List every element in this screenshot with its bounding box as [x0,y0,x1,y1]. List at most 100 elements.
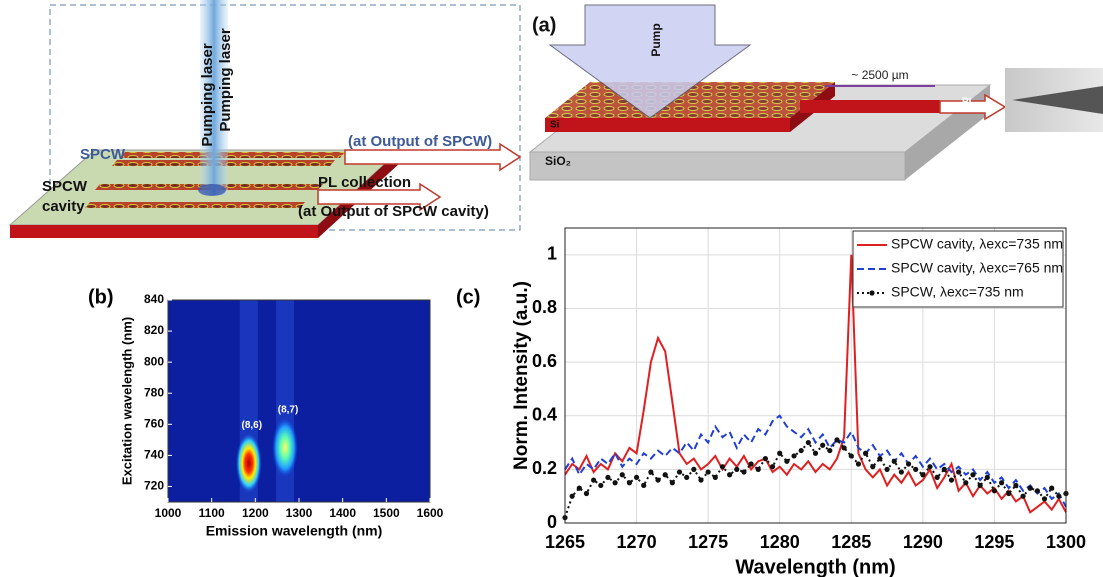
x-tick-label: 1000 [155,506,182,520]
point [755,466,761,472]
plot-frame [564,227,1067,524]
point [1013,482,1019,489]
point [870,464,876,470]
waveguide [800,100,940,113]
x-axis-label: Emission wavelength (nm) [206,523,383,539]
point [820,442,826,448]
label: (at Output of SPCW) [348,133,492,150]
point [812,450,819,456]
y-tick-label: 820 [144,323,164,337]
point [591,477,597,483]
point [784,458,790,464]
x-tick-label: 1275 [688,532,728,552]
schematic-left: Pumping laser Pumping laser SPCW (at Out… [8,0,522,238]
point [1027,485,1033,491]
schematic-a: (a) Pump ~ 2500 µm Si PL SiO₂ [528,4,1103,181]
point [777,450,783,456]
series-line [564,414,1067,508]
point [855,461,862,467]
point [970,472,976,478]
y-tick-label: 840 [144,292,164,306]
point [598,482,604,489]
point [734,466,740,472]
point [669,480,675,486]
point [863,450,869,456]
label: SPCW [42,178,88,195]
point [719,464,726,470]
arrow [317,182,442,212]
point [834,437,840,443]
label: SPCW [80,146,126,163]
point [991,488,998,494]
y-axis-label: Norm. Intensity (a.u.) [511,281,532,470]
point [934,474,940,481]
pump-arrow [548,4,752,119]
label: (at Output of SPCW cavity) [298,203,489,220]
waveguide-row [120,152,345,158]
point [612,480,618,486]
point [576,485,582,491]
x-tick-label: 1500 [373,506,400,520]
point [948,477,955,483]
slab-front [10,225,318,238]
x-axis-label: Wavelength (nm) [735,556,895,577]
arrow [344,142,522,172]
peak-label: (8,7) [278,404,299,415]
fiber-tip [1012,86,1103,114]
point [676,469,683,475]
point [655,477,661,483]
point [741,469,747,475]
legend-label: SPCW, λexc=735 nm [891,284,1024,300]
point [984,474,990,481]
point [913,466,919,472]
label: PL collection [318,174,411,191]
x-tick-label: 1285 [831,532,871,552]
point [1006,490,1012,497]
point [848,453,854,459]
point [898,469,904,475]
point [798,447,804,454]
x-tick-label: 1270 [617,532,657,552]
point [927,464,933,470]
legend-marker [869,290,875,296]
x-tick-label: 1300 [1046,532,1086,552]
point [891,458,897,464]
point [619,472,625,478]
x-tick-label: 1265 [545,532,585,552]
legend-label: SPCW cavity, λexc=765 nm [891,260,1063,276]
panel-label: (c) [456,286,480,308]
legend-box [852,230,1064,308]
panel-label: (a) [532,14,556,36]
point [705,469,711,475]
y-tick-label: 1 [547,244,557,264]
point [827,447,833,454]
legend-label: SPCW cavity, λexc=735 nm [891,236,1063,252]
point [583,490,590,497]
point [1034,488,1040,494]
label: PL [962,97,975,108]
point [841,445,847,451]
y-tick-label: 0 [547,512,557,532]
point [691,466,697,472]
point [698,477,704,483]
x-tick-label: 1200 [242,506,269,520]
x-tick-label: 1290 [903,532,943,552]
x-tick-label: 1295 [974,532,1014,552]
point [977,482,983,489]
peak-label: (8,6) [242,420,263,431]
point [963,480,969,486]
substrate-front [529,151,906,181]
y-tick-label: 740 [144,448,164,462]
y-tick-label: 720 [144,479,164,493]
heatmap-background [168,300,430,502]
point [569,493,575,499]
y-axis-label: Excitation wavelength (nm) [119,317,134,485]
label: Si [550,120,560,131]
y-tick-label: 0.6 [532,351,557,371]
y-tick-label: 0.2 [532,458,557,478]
point [905,461,912,467]
x-tick-label: 1100 [199,506,225,520]
cavity-row [85,202,305,208]
x-tick-label: 1300 [286,506,313,520]
